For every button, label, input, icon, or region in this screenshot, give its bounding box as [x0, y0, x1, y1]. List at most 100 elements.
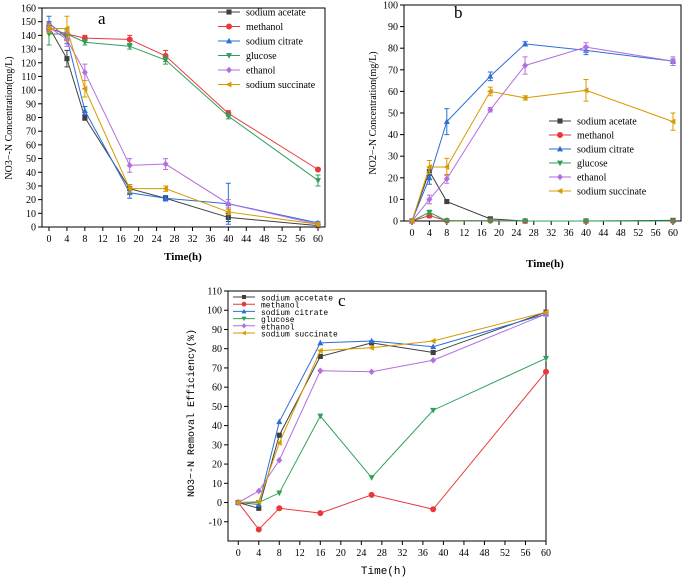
panel-b-data-point	[582, 87, 589, 94]
panel-b-data-point	[426, 209, 433, 216]
panel-a-series-sodium-succinate	[45, 15, 321, 228]
panel-c-data-point	[543, 355, 549, 362]
panel-a-marks: 0102030405060708090100110120130140150160…	[21, 4, 323, 246]
panel-b-data-point	[443, 164, 450, 170]
panel-b-y-tick-label: 60	[388, 87, 398, 98]
panel-c-data-point	[317, 413, 324, 420]
panel-a-data-point	[162, 194, 169, 201]
panel-b-data-point	[487, 72, 494, 79]
panel-c-x-tick-label: 44	[459, 548, 469, 559]
panel-c-data-point	[276, 490, 283, 497]
panel-a-legend-marker	[226, 9, 232, 15]
panel-b-data-point	[426, 196, 433, 203]
panel-c-frame	[227, 290, 547, 542]
panel-c-legend-label: ethanol	[261, 323, 295, 332]
panel-a-data-point	[162, 57, 169, 64]
panel-a-legend-marker	[226, 37, 232, 44]
panel-c-data-point	[368, 491, 375, 498]
panel-a-y-tick-label: 80	[26, 113, 36, 124]
panel-c-x-tick-label: 20	[336, 548, 346, 559]
panel-b-data-point	[522, 62, 529, 69]
panel-a-data-point	[81, 69, 88, 76]
panel-a: a 01020304050607080901001101201301401501…	[4, 4, 326, 263]
panel-b-data-point	[443, 218, 450, 225]
panel-b-series-line	[411, 211, 673, 222]
panel-c-y-axis-label: NO3−-N Removal Efficiency(%)	[186, 329, 198, 497]
panel-a-x-axis-label: Time(h)	[164, 251, 202, 263]
panel-b-x-axis-label: Time(h)	[526, 258, 564, 270]
panel-a-x-tick-label: 28	[170, 234, 180, 245]
panel-b-x-tick-label: 24	[511, 228, 521, 239]
panel-a-legend-label: sodium acetate	[246, 8, 306, 19]
panel-c-data-point	[276, 456, 283, 464]
panel-a-legend-marker	[226, 23, 232, 30]
panel-c-data-point	[255, 487, 262, 495]
panel-c-series-sodium-succinate	[234, 309, 549, 506]
panel-c-y-tick-label: -10	[209, 517, 222, 528]
panel-c-data-point	[429, 338, 436, 344]
panel-c-data-point	[317, 510, 324, 517]
panel-a-data-point	[126, 162, 133, 169]
panel-b-data-point	[521, 94, 528, 101]
panel-b-data-point	[670, 218, 676, 225]
panel-a-y-tick-label: 20	[26, 195, 36, 206]
panel-c-data-point	[255, 498, 262, 505]
panel-c-series-glucose	[235, 355, 549, 506]
panel-a-data-point	[126, 36, 133, 43]
panel-b-data-point	[487, 88, 493, 95]
panel-b-data-point	[487, 218, 494, 225]
panel-c-data-point	[276, 418, 283, 425]
panel-a-data-point	[126, 185, 133, 192]
panel-c-legend-marker	[241, 316, 247, 322]
panel-a-x-tick-label: 56	[295, 234, 305, 245]
panel-a-data-point	[81, 107, 88, 114]
panel-c-y-tick-label: 90	[212, 325, 222, 336]
panel-a-x-tick-label: 12	[98, 234, 108, 245]
panel-a-series-line	[48, 26, 319, 227]
panel-b-data-point	[487, 106, 494, 114]
panel-c-x-tick-label: 56	[520, 548, 530, 559]
panel-c-x-tick-label: 48	[479, 548, 489, 559]
panel-a-y-tick-label: 50	[26, 154, 36, 165]
panel-b-y-tick-label: 70	[388, 65, 398, 76]
panel-c-series-sodium-accetate	[235, 309, 549, 511]
panel-b-y-tick-label: 0	[393, 217, 398, 228]
panel-b-data-point	[669, 118, 676, 125]
panel-a-x-tick-label: 0	[47, 234, 52, 245]
panel-b-data-point	[408, 218, 415, 224]
panel-a-data-point	[315, 178, 321, 184]
panel-a-data-point	[315, 166, 321, 173]
panel-b-x-tick-label: 12	[459, 228, 469, 239]
panel-a-data-point	[225, 208, 231, 215]
panel-c-x-tick-label: 4	[256, 548, 261, 559]
panel-b-x-tick-label: 8	[444, 228, 449, 239]
panel-c-data-point	[543, 368, 549, 375]
panel-a-data-point	[162, 160, 169, 168]
panel-a-x-tick-label: 24	[152, 234, 162, 245]
panel-a-series-ethanol	[46, 22, 321, 228]
panel-b-y-tick-label: 30	[388, 152, 398, 163]
panel-c-x-tick-label: 8	[277, 548, 282, 559]
panel-a-legend-marker	[226, 66, 232, 74]
panel-b-x-tick-label: 48	[616, 228, 626, 239]
panel-c-y-tick-label: 0	[217, 498, 222, 509]
panel-b-data-point	[444, 199, 450, 205]
panel-b-x-tick-label: 36	[564, 228, 574, 239]
panel-b-data-point	[426, 174, 433, 181]
panel-c-series-line	[238, 311, 547, 504]
panel-b-data-point	[443, 175, 450, 183]
panel-b-x-tick-label: 16	[477, 228, 487, 239]
panel-a-x-tick-label: 52	[277, 234, 287, 245]
panel-b-x-tick-label: 32	[546, 228, 556, 239]
panel-b-y-tick-label: 50	[388, 109, 398, 120]
panel-c-data-point	[543, 310, 549, 318]
panel-a-x-tick-label: 44	[241, 234, 251, 245]
panel-b-legend-label: methanol	[577, 131, 614, 142]
panel-b-legend-marker	[557, 173, 563, 181]
panel-a-letter: a	[98, 9, 106, 28]
panel-c-letter: c	[338, 291, 346, 310]
